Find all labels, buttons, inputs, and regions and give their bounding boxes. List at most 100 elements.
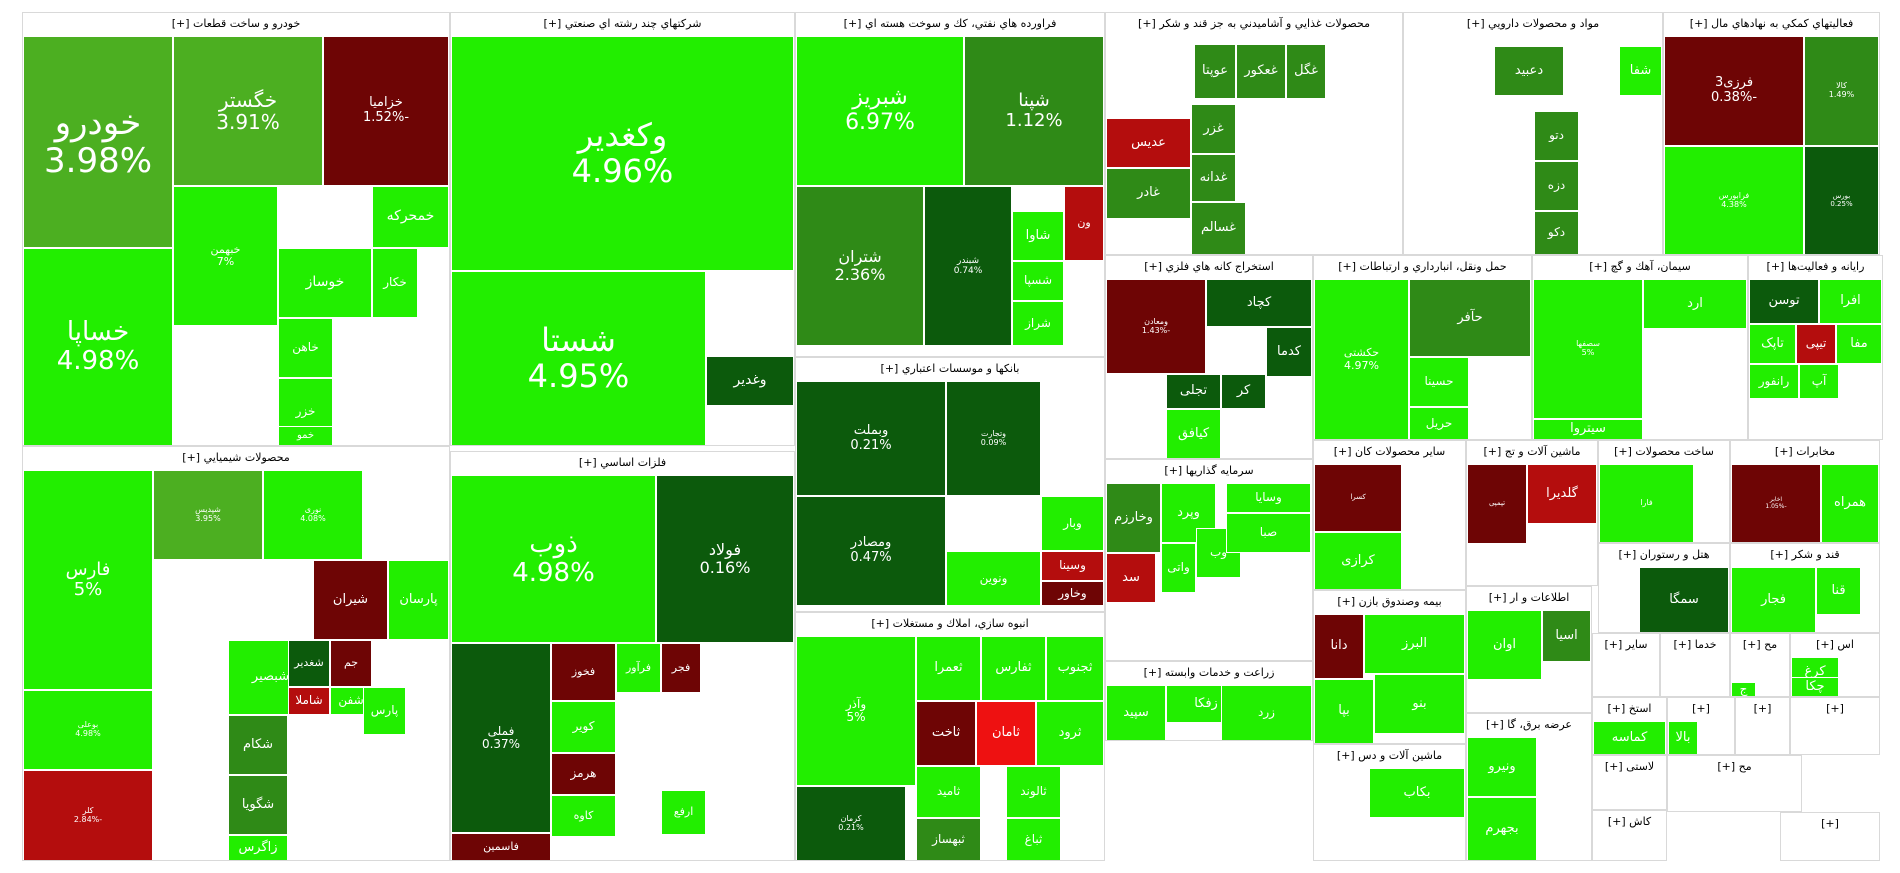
sector-title[interactable]: [+] [1781, 813, 1879, 835]
stock-tile-خمو[interactable]: خمو [278, 426, 333, 445]
stock-tile-فارس[interactable]: فارس 5% [23, 470, 153, 690]
stock-tile-فخوز[interactable]: فخوز [551, 643, 616, 701]
stock-tile-اوان[interactable]: اوان [1467, 610, 1542, 680]
stock-tile-خزامیا[interactable]: خزامیا -1.52% [323, 36, 449, 186]
sector-title[interactable]: حمل ونقل، انبارداري و ارتباطات [+] [1314, 256, 1531, 278]
stock-tile-ثبهساز[interactable]: ثبهساز [916, 818, 981, 860]
stock-tile-نوری[interactable]: نوری 4.08% [263, 470, 363, 560]
stock-tile-زرد[interactable]: زرد [1221, 685, 1312, 740]
stock-tile-حآفر[interactable]: حآفر [1409, 279, 1531, 357]
stock-tile-تاپک[interactable]: تاپک [1749, 324, 1796, 364]
stock-tile-زاگرس[interactable]: زاگرس [228, 835, 288, 860]
stock-tile-عدیس[interactable]: عدیس [1106, 118, 1191, 168]
stock-tile-سد[interactable]: سد [1106, 553, 1156, 603]
stock-tile-جم[interactable]: جم [330, 640, 372, 687]
stock-tile-سصفها[interactable]: سصفها 5% [1533, 279, 1643, 419]
sector-title[interactable]: محصولات غذايي و آشاميدني به جز قند و شكر… [1106, 13, 1402, 35]
sector-title[interactable]: زراعت و خدمات وابسته [+] [1106, 662, 1312, 684]
stock-tile-شگویا[interactable]: شگویا [228, 775, 288, 835]
sector-title[interactable]: فلزات اساسي [+] [451, 452, 794, 474]
stock-tile-ارد[interactable]: ارد [1643, 279, 1747, 329]
stock-tile-کماسه[interactable]: کماسه [1593, 721, 1666, 754]
stock-tile-بالا[interactable]: بالا [1668, 721, 1698, 754]
stock-tile-ثجنوب[interactable]: ثجنوب [1046, 636, 1104, 701]
stock-tile-اسیا[interactable]: اسیا [1542, 610, 1591, 662]
sector-title[interactable]: بيمه وصندوق بازن [+] [1314, 591, 1465, 613]
sector-title[interactable]: مخابرات [+] [1731, 441, 1879, 463]
stock-tile-ونیرو[interactable]: ونیرو [1467, 737, 1537, 797]
stock-tile-خودرو[interactable]: خودرو 3.98% [23, 36, 173, 248]
sector-title[interactable]: محصولات شيميايي [+] [23, 447, 449, 469]
sector-title[interactable]: ساير محصولات كان [+] [1314, 441, 1465, 463]
stock-tile-شاوا[interactable]: شاوا [1012, 211, 1064, 261]
stock-tile-ثفارس[interactable]: ثفارس [981, 636, 1046, 701]
stock-tile-بوعلی[interactable]: بوعلی 4.98% [23, 690, 153, 770]
stock-tile-ارفع[interactable]: ارفع [661, 790, 706, 835]
sector-title[interactable]: فراورده هاي نفتي، كك و سوخت هسته اي [+] [796, 13, 1104, 35]
stock-tile-ثاخت[interactable]: ثاخت [916, 701, 976, 766]
stock-tile-کرمان[interactable]: کرمان 0.21% [796, 786, 906, 860]
stock-tile-اخابر[interactable]: اخابر -1.05% [1731, 464, 1821, 542]
stock-tile-بجهرم[interactable]: بجهرم [1467, 797, 1537, 860]
stock-tile-عوپتا[interactable]: عوپتا [1194, 44, 1236, 99]
sector-title[interactable]: ساخت محصولات [+] [1599, 441, 1729, 463]
stock-tile-غادر[interactable]: غادر [1106, 168, 1191, 219]
stock-tile-خگستر[interactable]: خگستر 3.91% [173, 36, 323, 186]
stock-tile-وبار[interactable]: وبار [1041, 496, 1104, 551]
stock-tile-توسن[interactable]: توسن [1749, 279, 1819, 324]
stock-tile-کلر[interactable]: کلر -2.84% [23, 770, 153, 860]
sector-title[interactable]: کاش [+] [1593, 811, 1666, 833]
stock-tile-وبملت[interactable]: وبملت 0.21% [796, 381, 946, 496]
stock-tile-کدما[interactable]: کدما [1266, 327, 1312, 377]
sector-title[interactable]: ماشين آلات و تج [+] [1467, 441, 1597, 463]
stock-tile-ثامان[interactable]: ثامان [976, 701, 1036, 766]
stock-tile-خبهمن[interactable]: خبهمن 7% [173, 186, 278, 326]
stock-tile-خمحرکه[interactable]: خمحرکه [372, 186, 449, 248]
stock-tile-شاملا[interactable]: شاملا [288, 687, 330, 715]
stock-tile-تجلی[interactable]: تجلی [1166, 374, 1221, 409]
stock-tile-ومعادن[interactable]: ومعادن -1.43% [1106, 279, 1206, 374]
sector-title[interactable]: [+] [1736, 698, 1789, 720]
stock-tile-فجار[interactable]: فجار [1731, 567, 1816, 632]
stock-tile-رانفور[interactable]: رانفور [1749, 364, 1799, 399]
sector-title[interactable]: ماشين آلات و دس [+] [1314, 745, 1465, 767]
stock-tile-تپمپی[interactable]: تپمپی [1467, 464, 1527, 544]
stock-tile-کچاد[interactable]: کچاد [1206, 279, 1312, 327]
sector-title[interactable]: قند و شکر [+] [1731, 544, 1879, 566]
stock-tile-گلدیرا[interactable]: گلدیرا [1527, 464, 1597, 524]
stock-tile-قنا[interactable]: قنا [1816, 567, 1861, 615]
stock-tile-شبندر[interactable]: شبندر 0.74% [924, 186, 1012, 346]
stock-tile-افرا[interactable]: افرا [1819, 279, 1882, 324]
stock-tile-ثامید[interactable]: ثامید [916, 766, 981, 818]
stock-tile-وغدیر[interactable]: وغدیر [706, 356, 794, 406]
stock-tile-فولاد[interactable]: فولاد 0.16% [656, 475, 794, 643]
stock-tile-خساپا[interactable]: خساپا 4.98% [23, 248, 173, 445]
stock-tile-شیران[interactable]: شیران [313, 560, 388, 640]
sector-title[interactable]: [+] [1791, 698, 1879, 720]
sector-title[interactable]: لاستی [+] [1593, 756, 1666, 778]
sector-title[interactable]: شركتهاي چند رشته اي صنعتي [+] [451, 13, 794, 35]
stock-tile-ون[interactable]: ون [1064, 186, 1104, 261]
stock-tile-ونوین[interactable]: ونوین [946, 551, 1041, 606]
stock-tile-ذوب[interactable]: ذوب 4.98% [451, 475, 656, 643]
stock-tile-پارس[interactable]: پارس [363, 687, 406, 735]
stock-tile-بکاب[interactable]: بکاب [1369, 768, 1465, 818]
sector-title[interactable]: اس [+] [1791, 634, 1879, 656]
stock-tile-شسپا[interactable]: شسپا [1012, 261, 1064, 301]
stock-tile-فرزی3[interactable]: فرزی3 -0.38% [1664, 36, 1804, 146]
stock-tile-ج[interactable]: ج [1731, 682, 1756, 696]
stock-tile-بنو[interactable]: بنو [1374, 674, 1465, 734]
stock-tile-وکغدیر[interactable]: وکغدیر 4.96% [451, 36, 794, 271]
stock-tile-چکا[interactable]: چکا [1791, 677, 1839, 696]
stock-tile-کسرا[interactable]: کسرا [1314, 464, 1402, 532]
stock-tile-غعکور[interactable]: غعکور [1236, 44, 1286, 99]
stock-tile-تیپی[interactable]: تیپی [1796, 324, 1836, 364]
stock-tile-وتجارت[interactable]: وتجارت 0.09% [946, 381, 1041, 496]
stock-tile-کویر[interactable]: کویر [551, 701, 616, 753]
stock-tile-فملی[interactable]: فملی 0.37% [451, 643, 551, 833]
sector-title[interactable]: هتل و رستوران [+] [1599, 544, 1729, 566]
stock-tile-شپنا[interactable]: شپنا 1.12% [964, 36, 1104, 186]
stock-tile-غدانه[interactable]: غدانه [1191, 154, 1236, 202]
stock-tile-شکام[interactable]: شکام [228, 715, 288, 775]
stock-tile-شراز[interactable]: شراز [1012, 301, 1064, 346]
